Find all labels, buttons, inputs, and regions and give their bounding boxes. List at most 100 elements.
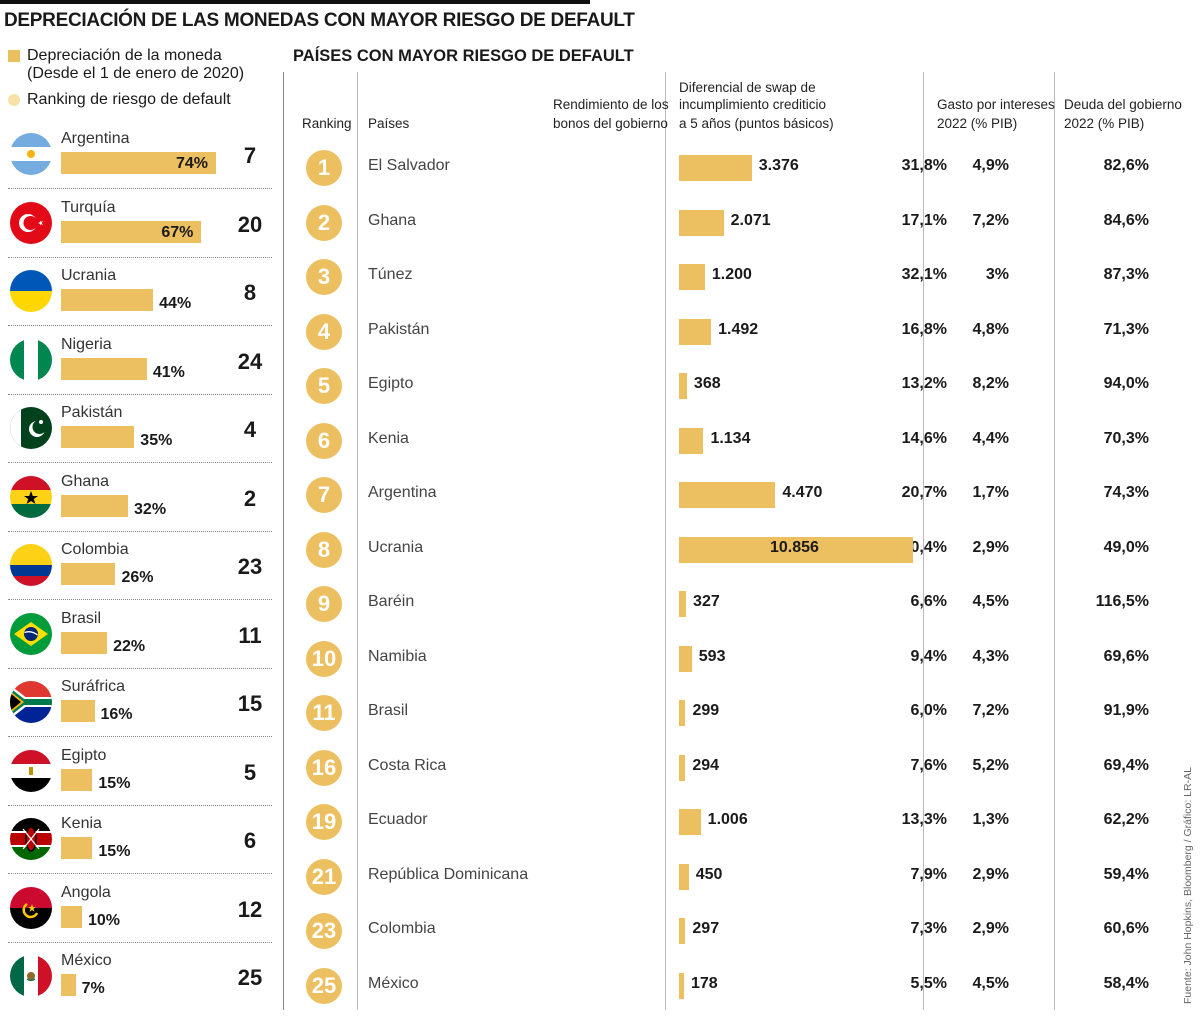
- country-name: Kenia: [61, 815, 102, 832]
- depreciation-label: 32%: [134, 500, 167, 518]
- bond-yield: 16,8%: [901, 320, 947, 338]
- interest-expense: 7,2%: [972, 702, 1009, 719]
- table-row: 4 Pakistán 16,8% 1.492 4,8% 71,3%: [300, 304, 1200, 358]
- cds-label: 593: [698, 647, 726, 665]
- table-country: México: [368, 974, 419, 992]
- depreciation-label: 7%: [81, 980, 105, 997]
- table-country: Ecuador: [368, 811, 428, 828]
- default-rank: 11: [238, 622, 262, 648]
- header-debt-line1: Deuda del gobierno: [1064, 97, 1182, 112]
- default-rank: 5: [243, 759, 257, 785]
- default-rank: 15: [237, 691, 263, 716]
- cds-label: 1.492: [718, 320, 759, 338]
- header-cds-line2: incumplimiento crediticio: [679, 97, 827, 112]
- depreciation-label: 74%: [176, 155, 209, 172]
- cds-label: 10.856: [770, 538, 819, 556]
- interest-expense: 4,8%: [972, 320, 1009, 338]
- chart-title: DEPRECIACIÓN DE LAS MONEDAS CON MAYOR RI…: [4, 10, 635, 31]
- government-debt: 94,0%: [1103, 375, 1149, 392]
- legend-ranking-label: Ranking de riesgo de default: [27, 91, 231, 108]
- depreciation-row: Ghana 32% 2: [0, 473, 272, 541]
- egypt-flag-icon: [10, 749, 52, 792]
- depreciation-label: 41%: [152, 363, 185, 381]
- rank-circle: 7: [306, 477, 342, 513]
- depreciation-row: Ucrania 44% 8: [0, 267, 272, 335]
- depreciation-label: 26%: [121, 569, 154, 586]
- table-row: 9 Baréin 6,6% 327 4,5% 116,5%: [300, 576, 1200, 630]
- bond-yield: 14,6%: [901, 429, 947, 447]
- government-debt: 74,3%: [1103, 484, 1149, 501]
- cds-bar: [679, 863, 689, 890]
- government-debt: 84,6%: [1103, 211, 1149, 229]
- table-row: 6 Kenia 14,6% 1.134 4,4% 70,3%: [300, 413, 1200, 467]
- government-debt: 62,2%: [1103, 811, 1149, 828]
- cds-bar: [679, 645, 692, 672]
- depreciation-row: Brasil 22% 11: [0, 610, 272, 678]
- rank-circle: 5: [306, 368, 342, 404]
- table-row: 25 México 5,5% 178 4,5% 58,4%: [300, 958, 1200, 1012]
- header-country: Países: [368, 116, 410, 131]
- table-country: El Salvador: [368, 157, 450, 174]
- right-title: PAÍSES CON MAYOR RIESGO DE DEFAULT: [293, 47, 634, 65]
- row-separator: [8, 667, 272, 669]
- bond-yield: 32,1%: [901, 266, 947, 283]
- cds-bar: [679, 972, 684, 999]
- rank-circle: 10: [306, 640, 342, 677]
- rank-circle: 16: [306, 749, 342, 786]
- header-ranking: Ranking: [302, 116, 352, 131]
- bond-yield: 6,6%: [910, 593, 947, 610]
- depreciation-label: 16%: [100, 706, 133, 723]
- bond-yield: 7,9%: [910, 865, 947, 883]
- header-interest-line2: 2022 (% PIB): [937, 116, 1018, 131]
- ghana-flag-icon: [10, 475, 52, 518]
- brazil-flag-icon: [10, 612, 52, 655]
- table-row: 11 Brasil 6,0% 299 7,2% 91,9%: [300, 685, 1200, 739]
- nigeria-flag-icon: [10, 338, 52, 381]
- row-separator: [8, 188, 272, 189]
- country-name: Ghana: [61, 472, 110, 490]
- cds-label: 3.376: [758, 157, 799, 174]
- row-separator: [8, 941, 272, 943]
- bond-yield: 7,3%: [910, 920, 947, 937]
- bond-yield: 13,3%: [901, 811, 947, 828]
- cds-bar: [679, 754, 686, 781]
- header-interest-line1: Gasto por intereses: [937, 97, 1055, 112]
- depreciation-bar: [61, 152, 216, 174]
- cds-label: 1.134: [710, 429, 751, 447]
- depreciation-row: Colombia 26% 23: [0, 541, 272, 609]
- cds-label: 2.071: [730, 211, 771, 229]
- cds-bar: [679, 700, 686, 726]
- header-yield-line2: bonos del gobierno: [553, 116, 668, 131]
- country-name: Argentina: [61, 130, 130, 147]
- bond-yield: 9,4%: [910, 647, 947, 665]
- interest-expense: 4,3%: [972, 647, 1009, 665]
- cds-bar: [679, 809, 701, 835]
- table-country: Egipto: [368, 375, 414, 392]
- government-debt: 91,9%: [1103, 702, 1149, 719]
- bond-yield: 7,6%: [910, 756, 947, 774]
- country-name: Colombia: [61, 541, 129, 558]
- cds-bar: [679, 373, 687, 399]
- interest-expense: 4,4%: [972, 429, 1009, 447]
- government-debt: 59,4%: [1103, 865, 1149, 883]
- rank-circle: 3: [306, 259, 342, 295]
- table-row: 7 Argentina 20,7% 4.470 1,7% 74,3%: [300, 467, 1200, 521]
- cds-bar: [679, 918, 686, 944]
- depreciation-bar: [61, 563, 116, 585]
- column-divider: [1054, 72, 1055, 1010]
- table-country: Costa Rica: [368, 756, 447, 774]
- rank-circle: 19: [306, 804, 342, 840]
- depreciation-bar: [61, 905, 82, 928]
- rank-circle: 25: [306, 967, 342, 1004]
- rank-circle: 8: [306, 531, 342, 568]
- argentina-flag-icon: [10, 133, 52, 175]
- column-divider: [283, 72, 284, 1010]
- cds-label: 450: [695, 865, 723, 883]
- depreciation-bar: [61, 426, 135, 448]
- table-country: República Dominicana: [368, 865, 529, 883]
- legend-depreciation-line2: (Desde el 1 de enero de 2020): [27, 65, 245, 82]
- table-country: Ghana: [368, 211, 417, 229]
- default-rank: 24: [237, 348, 263, 374]
- cds-label: 294: [692, 756, 720, 774]
- government-debt: 82,6%: [1103, 157, 1149, 174]
